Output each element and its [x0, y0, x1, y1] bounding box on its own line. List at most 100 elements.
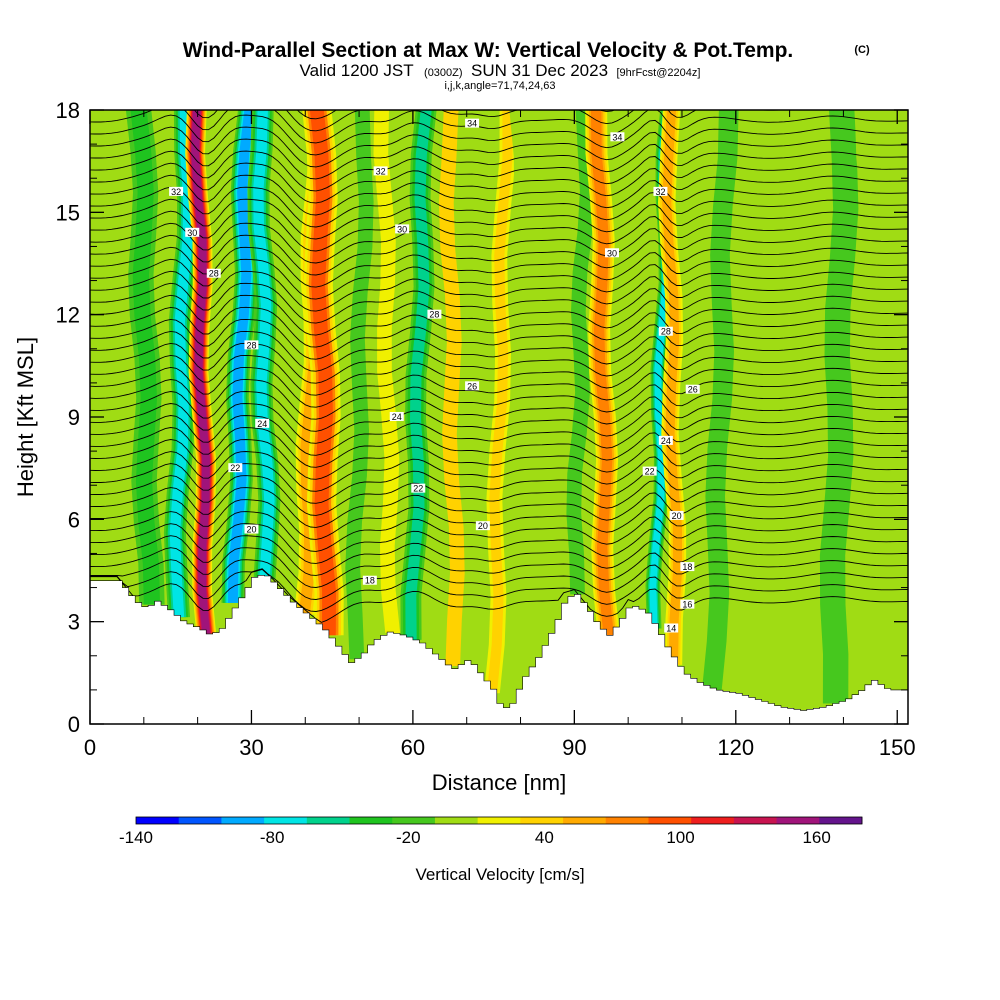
valid-utc: (0300Z) [424, 67, 463, 79]
theta-contour-line [90, 391, 908, 432]
theta-label-bg [244, 340, 259, 350]
theta-contour-label: 32 [169, 186, 184, 197]
velocity-band-level [227, 110, 255, 603]
theta-label-text: 22 [645, 467, 655, 477]
theta-label-text: 30 [187, 228, 197, 238]
x-tick-label: 90 [562, 735, 586, 760]
theta-contour-line [90, 318, 908, 360]
colorbar-swatch [136, 817, 180, 824]
theta-contour-label: 22 [642, 466, 657, 477]
theta-label-text: 22 [230, 463, 240, 473]
velocity-band-level [702, 110, 739, 690]
theta-contour-line [90, 282, 908, 324]
terrain-mask [90, 575, 908, 724]
theta-label-text: 24 [392, 412, 402, 422]
colorbar-tick-label: -20 [396, 828, 421, 847]
theta-label-text: 18 [365, 576, 375, 586]
theta-label-text: 20 [478, 521, 488, 531]
velocity-band-level [566, 110, 595, 595]
y-tick-label: 9 [68, 405, 80, 430]
theta-contour-label: 34 [610, 132, 625, 142]
theta-label-bg [605, 248, 620, 258]
valid-time-line: Valid 1200 JST (0300Z) SUN 31 Dec 2023 [… [300, 61, 701, 80]
velocity-band [302, 110, 344, 636]
theta-label-bg [244, 524, 259, 534]
velocity-band [702, 110, 739, 690]
velocity-band-level [591, 110, 614, 636]
theta-contour-line [90, 354, 908, 396]
theta-contour-label: 22 [228, 463, 243, 473]
velocity-band-level [309, 110, 336, 636]
theta-label-bg [653, 186, 668, 196]
y-axis-label: Height [Kft MSL] [13, 337, 38, 497]
x-tick-label: 150 [879, 735, 916, 760]
plot-area [90, 110, 908, 724]
colorbar-tick-label: 40 [535, 828, 554, 847]
theta-contour-line [90, 210, 908, 252]
theta-contour-line [90, 114, 908, 156]
valid-prefix: Valid 1200 JST [300, 61, 414, 80]
theta-contour-line [90, 451, 908, 492]
theta-contour-label: 18 [362, 575, 377, 586]
theta-label-bg [206, 268, 221, 278]
y-tick-label: 6 [68, 507, 80, 532]
theta-label-text: 14 [666, 623, 676, 633]
theta-contour-label: 28 [427, 309, 442, 320]
theta-label-text: 28 [429, 310, 439, 320]
colorbar-tick-label: -140 [119, 828, 153, 847]
theta-label-bg [475, 521, 490, 531]
velocity-band-level [253, 110, 275, 579]
theta-contour-line [90, 547, 908, 588]
theta-label-text: 28 [209, 269, 219, 279]
theta-label-bg [680, 599, 695, 609]
colorbar-swatch [776, 817, 820, 824]
theta-label-text: 22 [413, 484, 423, 494]
theta-contour-line [90, 110, 908, 144]
y-tick-label: 0 [68, 712, 80, 737]
theta-label-text: 34 [467, 119, 477, 129]
colorbar: -140 -80 -20 40 100 160 [119, 816, 863, 847]
theta-contour-label: 24 [255, 418, 270, 429]
theta-label-bg [389, 412, 404, 421]
theta-label-text: 32 [655, 187, 665, 197]
theta-contour-line [90, 511, 908, 552]
velocity-band-level [345, 110, 374, 660]
theta-contour-line [90, 415, 908, 456]
theta-contour-line [90, 523, 908, 564]
theta-label-bg [411, 483, 426, 493]
colorbar-swatch [221, 817, 265, 824]
colorbar-swatch [520, 817, 564, 824]
theta-contour-line [90, 246, 908, 288]
colorbar-swatch [819, 817, 863, 824]
theta-contour-line [90, 174, 908, 216]
colorbar-swatch [648, 817, 692, 824]
theta-label-bg [255, 418, 270, 428]
colorbar-swatch [349, 817, 393, 824]
theta-label-bg [664, 623, 679, 633]
velocity-band [585, 110, 620, 636]
y-tick-label: 18 [56, 98, 80, 123]
theta-contour-label: 22 [411, 483, 426, 494]
theta-contour-line [90, 559, 908, 600]
theta-contour-label: 20 [475, 521, 490, 531]
theta-contour-line [90, 270, 908, 312]
velocity-band-level [191, 110, 210, 634]
x-tick-label: 60 [401, 735, 425, 760]
theta-contour-labels: 32 30 28 28 24 22 20 18 32 30 28 26 24 22 20 34 34 32 30 28… [169, 118, 700, 633]
y-tick-label: 12 [56, 303, 80, 328]
velocity-bands [96, 110, 889, 704]
velocity-band [247, 110, 281, 579]
theta-label-bg [427, 309, 442, 319]
theta-label-bg [685, 384, 700, 394]
velocity-band [819, 110, 859, 704]
theta-label-bg [465, 381, 480, 391]
colorbar-swatch [178, 817, 222, 824]
theta-label-bg [169, 186, 184, 196]
theta-contour-line [90, 186, 908, 228]
x-tick-label: 0 [84, 735, 96, 760]
colorbar-swatch [605, 817, 649, 824]
theta-contour-line [90, 439, 908, 480]
colorbar-swatch [392, 817, 436, 824]
theta-label-text: 32 [376, 166, 386, 176]
